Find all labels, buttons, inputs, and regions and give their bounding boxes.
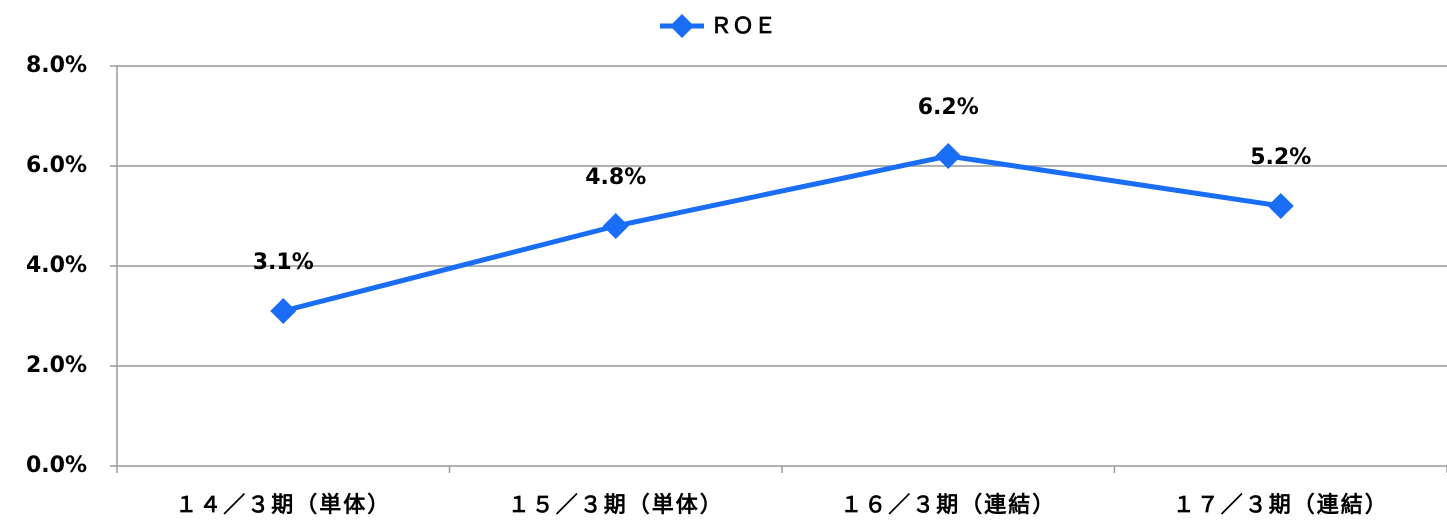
point-marker [270, 298, 297, 324]
legend-marker [670, 14, 694, 38]
y-tick-label: 0.0% [26, 453, 87, 478]
point-marker [935, 143, 962, 169]
x-tick-label: １６／３期（連結） [840, 492, 1056, 518]
legend-label: ＲＯＥ [710, 14, 776, 39]
data-label: 5.2% [1250, 145, 1311, 170]
x-tick-label: １５／３期（単体） [508, 492, 724, 518]
series-line [282, 153, 1282, 314]
x-tick-label: １４／３期（単体） [175, 492, 391, 518]
data-label: 3.1% [253, 250, 314, 275]
y-tick-label: 6.0% [26, 153, 87, 178]
y-tick-label: 2.0% [26, 353, 87, 378]
y-tick-label: 4.0% [26, 253, 87, 278]
y-tick-label: 8.0% [26, 53, 87, 78]
x-tick-label: １７／３期（連結） [1173, 492, 1389, 518]
data-label: 6.2% [918, 95, 979, 120]
point-marker [1267, 193, 1294, 219]
data-label: 4.8% [585, 165, 646, 190]
point-marker [602, 213, 629, 239]
